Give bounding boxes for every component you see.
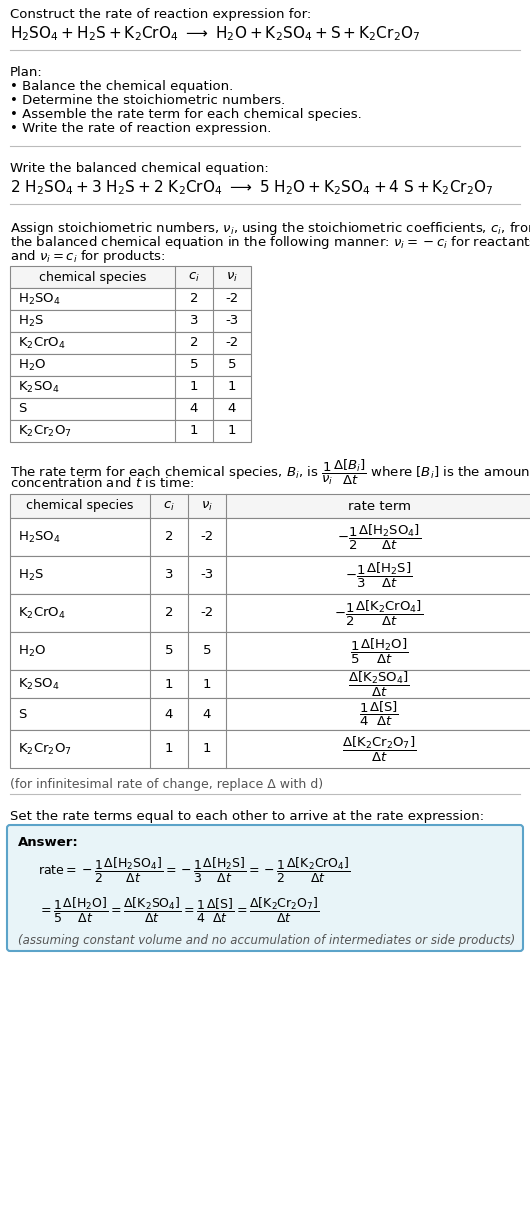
Bar	[10, 332, 251, 354]
Text: 1: 1	[203, 678, 211, 691]
Text: $\mathregular{H_2S}$: $\mathregular{H_2S}$	[18, 313, 44, 329]
Text: (for infinitesimal rate of change, replace Δ with d): (for infinitesimal rate of change, repla…	[10, 778, 323, 791]
Text: $\mathregular{H_2SO_4}$: $\mathregular{H_2SO_4}$	[18, 291, 60, 307]
Text: $\nu_i$: $\nu_i$	[201, 499, 213, 512]
Text: 1: 1	[190, 381, 198, 394]
Bar	[10, 376, 251, 397]
Text: -2: -2	[225, 337, 238, 349]
Text: $\mathregular{K_2SO_4}$: $\mathregular{K_2SO_4}$	[18, 379, 59, 395]
Text: Construct the rate of reaction expression for:: Construct the rate of reaction expressio…	[10, 8, 311, 21]
Text: 5: 5	[203, 645, 211, 657]
Text: $-\dfrac{1}{2}\dfrac{\Delta[\mathrm{H_2SO_4}]}{\Delta t}$: $-\dfrac{1}{2}\dfrac{\Delta[\mathrm{H_2S…	[337, 522, 421, 552]
Text: $c_i$: $c_i$	[163, 499, 175, 512]
Text: 1: 1	[228, 424, 236, 437]
Text: $\mathregular{S}$: $\mathregular{S}$	[18, 402, 28, 416]
Text: and $\nu_i = c_i$ for products:: and $\nu_i = c_i$ for products:	[10, 248, 165, 265]
Text: Set the rate terms equal to each other to arrive at the rate expression:: Set the rate terms equal to each other t…	[10, 811, 484, 823]
Text: concentration and $t$ is time:: concentration and $t$ is time:	[10, 476, 194, 490]
Text: 5: 5	[165, 645, 173, 657]
Text: Write the balanced chemical equation:: Write the balanced chemical equation:	[10, 162, 269, 175]
Text: 1: 1	[165, 678, 173, 691]
Bar	[10, 494, 530, 518]
Text: 3: 3	[190, 314, 198, 327]
Text: $-\dfrac{1}{3}\dfrac{\Delta[\mathrm{H_2S}]}{\Delta t}$: $-\dfrac{1}{3}\dfrac{\Delta[\mathrm{H_2S…	[346, 561, 413, 590]
Bar	[10, 266, 251, 288]
Text: the balanced chemical equation in the following manner: $\nu_i = -c_i$ for react: the balanced chemical equation in the fo…	[10, 234, 530, 251]
Text: $= \dfrac{1}{5}\dfrac{\Delta[\mathrm{H_2O}]}{\Delta t} = \dfrac{\Delta[\mathrm{K: $= \dfrac{1}{5}\dfrac{\Delta[\mathrm{H_2…	[38, 896, 320, 925]
Bar	[10, 594, 530, 632]
Text: 1: 1	[165, 743, 173, 755]
Text: $\dfrac{\Delta[\mathrm{K_2Cr_2O_7}]}{\Delta t}$: $\dfrac{\Delta[\mathrm{K_2Cr_2O_7}]}{\De…	[342, 734, 416, 763]
Text: $-\dfrac{1}{2}\dfrac{\Delta[\mathrm{K_2CrO_4}]}{\Delta t}$: $-\dfrac{1}{2}\dfrac{\Delta[\mathrm{K_2C…	[334, 598, 423, 628]
Bar	[10, 310, 251, 332]
Text: The rate term for each chemical species, $B_i$, is $\dfrac{1}{\nu_i}\dfrac{\Delt: The rate term for each chemical species,…	[10, 458, 530, 487]
Text: 2: 2	[190, 292, 198, 306]
Text: $\mathregular{K_2SO_4}$: $\mathregular{K_2SO_4}$	[18, 676, 59, 691]
Text: -3: -3	[225, 314, 238, 327]
Bar	[10, 730, 530, 768]
Text: $\mathregular{K_2CrO_4}$: $\mathregular{K_2CrO_4}$	[18, 336, 66, 350]
Bar	[10, 420, 251, 442]
FancyBboxPatch shape	[7, 825, 523, 951]
Text: $\dfrac{1}{4}\dfrac{\Delta[\mathrm{S}]}{\Delta t}$: $\dfrac{1}{4}\dfrac{\Delta[\mathrm{S}]}{…	[359, 699, 399, 728]
Bar	[10, 698, 530, 730]
Text: 2: 2	[165, 530, 173, 544]
Bar	[10, 670, 530, 698]
Bar	[10, 632, 530, 670]
Text: -2: -2	[200, 530, 214, 544]
Text: 5: 5	[228, 359, 236, 372]
Text: 4: 4	[165, 708, 173, 720]
Text: • Assemble the rate term for each chemical species.: • Assemble the rate term for each chemic…	[10, 108, 362, 121]
Text: 2: 2	[190, 337, 198, 349]
Bar	[10, 288, 251, 310]
Text: $\mathregular{H_2O}$: $\mathregular{H_2O}$	[18, 644, 46, 658]
Text: (assuming constant volume and no accumulation of intermediates or side products): (assuming constant volume and no accumul…	[18, 934, 515, 947]
Text: $\nu_i$: $\nu_i$	[226, 271, 238, 284]
Text: • Determine the stoichiometric numbers.: • Determine the stoichiometric numbers.	[10, 94, 285, 108]
Text: Answer:: Answer:	[18, 836, 79, 849]
Text: $\dfrac{\Delta[\mathrm{K_2SO_4}]}{\Delta t}$: $\dfrac{\Delta[\mathrm{K_2SO_4}]}{\Delta…	[348, 669, 410, 698]
Text: $\mathregular{H_2O}$: $\mathregular{H_2O}$	[18, 358, 46, 372]
Text: 1: 1	[190, 424, 198, 437]
Text: 4: 4	[228, 402, 236, 416]
Text: $\mathregular{K_2CrO_4}$: $\mathregular{K_2CrO_4}$	[18, 605, 66, 621]
Text: • Write the rate of reaction expression.: • Write the rate of reaction expression.	[10, 122, 271, 135]
Text: $\mathregular{S}$: $\mathregular{S}$	[18, 708, 28, 720]
Bar	[10, 556, 530, 594]
Text: $\mathrm{rate} = -\dfrac{1}{2}\dfrac{\Delta[\mathrm{H_2SO_4}]}{\Delta t} = -\dfr: $\mathrm{rate} = -\dfrac{1}{2}\dfrac{\De…	[38, 856, 351, 885]
Text: $\mathregular{H_2S}$: $\mathregular{H_2S}$	[18, 568, 44, 582]
Text: -2: -2	[225, 292, 238, 306]
Text: 2: 2	[165, 606, 173, 620]
Text: $\mathrm{2\ H_2SO_4 + 3\ H_2S + 2\ K_2CrO_4\ \longrightarrow\ 5\ H_2O + K_2SO_4 : $\mathrm{2\ H_2SO_4 + 3\ H_2S + 2\ K_2Cr…	[10, 178, 493, 197]
Text: -2: -2	[200, 606, 214, 620]
Text: Plan:: Plan:	[10, 66, 43, 79]
Text: 5: 5	[190, 359, 198, 372]
Text: $c_i$: $c_i$	[188, 271, 200, 284]
Text: 4: 4	[190, 402, 198, 416]
Text: $\mathregular{K_2Cr_2O_7}$: $\mathregular{K_2Cr_2O_7}$	[18, 742, 72, 756]
Bar	[10, 518, 530, 556]
Text: 1: 1	[203, 743, 211, 755]
Text: 3: 3	[165, 569, 173, 581]
Text: $\mathregular{H_2SO_4}$: $\mathregular{H_2SO_4}$	[18, 529, 60, 545]
Text: Assign stoichiometric numbers, $\nu_i$, using the stoichiometric coefficients, $: Assign stoichiometric numbers, $\nu_i$, …	[10, 220, 530, 237]
Text: chemical species: chemical species	[26, 499, 134, 512]
Text: -3: -3	[200, 569, 214, 581]
Text: chemical species: chemical species	[39, 271, 146, 284]
Text: rate term: rate term	[348, 499, 411, 512]
Text: 1: 1	[228, 381, 236, 394]
Text: $\mathrm{H_2SO_4 + H_2S + K_2CrO_4\ \longrightarrow\ H_2O + K_2SO_4 + S + K_2Cr_: $\mathrm{H_2SO_4 + H_2S + K_2CrO_4\ \lon…	[10, 24, 420, 42]
Text: $\dfrac{1}{5}\dfrac{\Delta[\mathrm{H_2O}]}{\Delta t}$: $\dfrac{1}{5}\dfrac{\Delta[\mathrm{H_2O}…	[350, 637, 408, 666]
Bar	[10, 354, 251, 376]
Bar	[10, 397, 251, 420]
Text: • Balance the chemical equation.: • Balance the chemical equation.	[10, 80, 233, 93]
Text: 4: 4	[203, 708, 211, 720]
Text: $\mathregular{K_2Cr_2O_7}$: $\mathregular{K_2Cr_2O_7}$	[18, 424, 72, 439]
